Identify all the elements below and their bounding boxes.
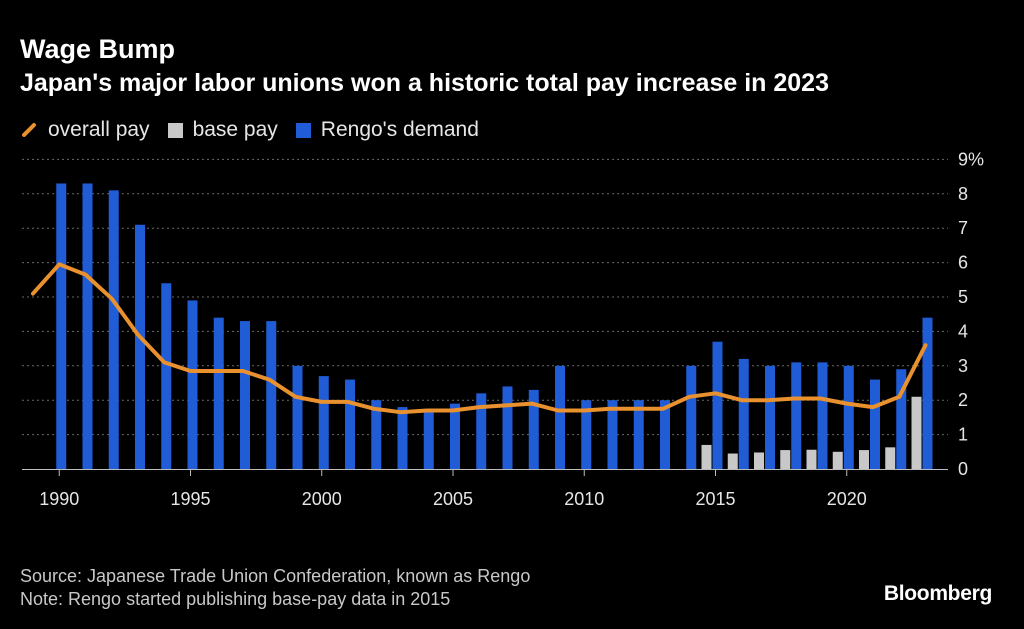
chart-legend: overall pay base pay Rengo's demand bbox=[20, 118, 497, 142]
demand-bar bbox=[450, 403, 460, 469]
legend-swatch-base-pay bbox=[167, 122, 183, 138]
legend-item-rengo-demand: Rengo's demand bbox=[295, 118, 479, 142]
y-tick-label: 3 bbox=[958, 356, 968, 376]
demand-bar bbox=[240, 321, 250, 469]
legend-swatch-overall-pay bbox=[21, 122, 37, 138]
x-tick-label: 2000 bbox=[302, 489, 342, 509]
base-pay-bar bbox=[727, 453, 738, 469]
demand-bar bbox=[555, 365, 565, 469]
chart-footer: Source: Japanese Trade Union Confederati… bbox=[20, 565, 530, 611]
base-pay-bar bbox=[832, 451, 843, 469]
source-note: Source: Japanese Trade Union Confederati… bbox=[20, 566, 531, 586]
demand-bar bbox=[896, 369, 907, 469]
demand-bar bbox=[266, 321, 277, 469]
demand-bar bbox=[345, 379, 355, 469]
overall-pay-line bbox=[31, 262, 928, 415]
demand-bar bbox=[502, 386, 513, 469]
y-tick-label: 2 bbox=[958, 390, 968, 410]
demand-bar bbox=[581, 400, 592, 469]
chart-subtitle: Japan's major labor unions won a histori… bbox=[20, 69, 829, 97]
demand-bar bbox=[922, 317, 933, 469]
y-tick-label: 5 bbox=[958, 287, 968, 307]
demand-bar bbox=[187, 300, 198, 469]
demand-bar bbox=[476, 393, 487, 469]
base-pay-bar bbox=[885, 447, 896, 469]
demand-bar bbox=[161, 283, 172, 469]
demand-bar bbox=[397, 407, 408, 469]
chart-title: Wage Bump bbox=[20, 34, 175, 64]
legend-item-overall-pay: overall pay bbox=[20, 118, 150, 142]
demand-bar bbox=[712, 341, 723, 469]
demand-bar bbox=[213, 317, 224, 469]
y-tick-label: 7 bbox=[958, 218, 968, 238]
demand-bar bbox=[817, 362, 828, 469]
base-pay-bar bbox=[911, 396, 922, 469]
x-tick-label: 2010 bbox=[564, 489, 604, 509]
base-pay-bar bbox=[754, 452, 764, 469]
demand-bar bbox=[82, 183, 93, 470]
y-tick-label: 9% bbox=[958, 150, 984, 169]
base-pay-bar bbox=[806, 449, 817, 469]
base-pay-bar bbox=[701, 444, 712, 469]
demand-bar bbox=[371, 400, 382, 469]
demand-bar bbox=[292, 365, 303, 469]
demand-bar bbox=[870, 379, 880, 469]
demand-bar bbox=[318, 376, 329, 469]
legend-swatch-rengo-demand bbox=[295, 122, 311, 138]
y-tick-label: 4 bbox=[958, 321, 968, 341]
y-tick-label: 6 bbox=[958, 253, 968, 273]
demand-bar bbox=[135, 224, 145, 469]
y-tick-label: 0 bbox=[958, 459, 968, 479]
demand-bar bbox=[791, 362, 802, 469]
demand-bar bbox=[738, 358, 749, 469]
demand-bar bbox=[528, 389, 539, 469]
x-tick-label: 2015 bbox=[695, 489, 735, 509]
legend-label-overall-pay: overall pay bbox=[48, 118, 150, 141]
x-tick-label: 1990 bbox=[39, 489, 79, 509]
legend-label-rengo-demand: Rengo's demand bbox=[320, 118, 479, 141]
demand-bar bbox=[765, 365, 775, 469]
data-note: Note: Rengo started publishing base-pay … bbox=[20, 589, 451, 609]
x-tick-label: 2020 bbox=[827, 489, 867, 509]
x-tick-label: 2005 bbox=[433, 489, 473, 509]
y-tick-label: 1 bbox=[958, 425, 968, 445]
demand-bar bbox=[843, 365, 854, 469]
x-tick-label: 1995 bbox=[170, 489, 210, 509]
demand-bar bbox=[633, 400, 644, 469]
base-pay-bar bbox=[859, 450, 869, 469]
base-pay-bar bbox=[780, 450, 791, 469]
legend-item-base-pay: base pay bbox=[167, 118, 278, 142]
demand-bar bbox=[56, 183, 67, 470]
y-tick-label: 8 bbox=[958, 184, 968, 204]
chart-plot: 0 1 2 3 4 5 6 7 8 9% 1990 1995 2000 2005 2010 2015 2020 bbox=[22, 150, 984, 509]
bloomberg-logo: Bloomberg bbox=[883, 582, 992, 605]
demand-bar bbox=[108, 190, 119, 470]
demand-bar bbox=[423, 410, 434, 469]
demand-bar bbox=[660, 400, 670, 469]
legend-label-base-pay: base pay bbox=[192, 118, 278, 141]
demand-bar bbox=[686, 365, 697, 469]
demand-bar bbox=[607, 400, 618, 469]
